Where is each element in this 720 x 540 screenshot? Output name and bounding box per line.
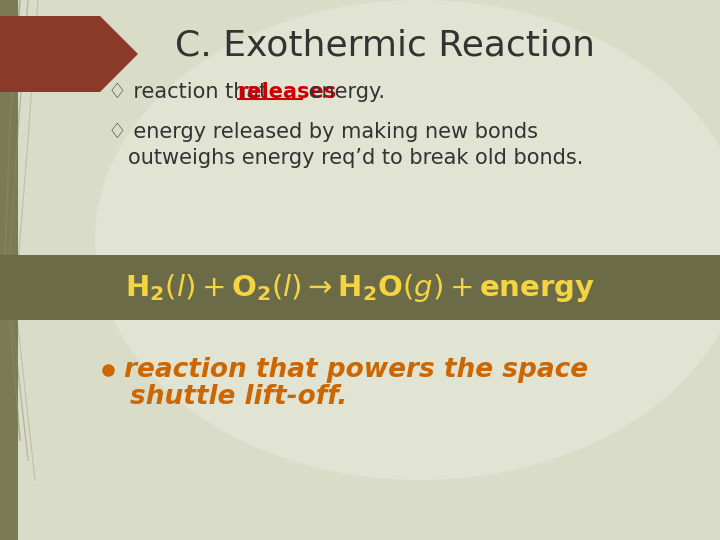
Text: outweighs energy req’d to break old bonds.: outweighs energy req’d to break old bond…	[128, 148, 583, 168]
Text: energy.: energy.	[302, 82, 385, 102]
Ellipse shape	[95, 0, 720, 480]
Text: ♢ reaction that: ♢ reaction that	[108, 82, 274, 102]
Text: releases: releases	[238, 82, 337, 102]
Bar	[0, 255, 720, 320]
Text: $\mathbf{H_2}(\mathit{l}) + \mathbf{O_2}(\mathit{l}) \rightarrow \mathbf{H_2O}(\: $\mathbf{H_2}(\mathit{l}) + \mathbf{O_2}…	[125, 272, 595, 303]
Text: ♢ energy released by making new bonds: ♢ energy released by making new bonds	[108, 122, 538, 142]
Text: C. Exothermic Reaction: C. Exothermic Reaction	[175, 28, 595, 62]
Bar	[0, 0, 18, 540]
Text: shuttle lift-off.: shuttle lift-off.	[130, 384, 347, 410]
Polygon shape	[0, 15, 138, 92]
Text: reaction that powers the space: reaction that powers the space	[124, 357, 588, 383]
